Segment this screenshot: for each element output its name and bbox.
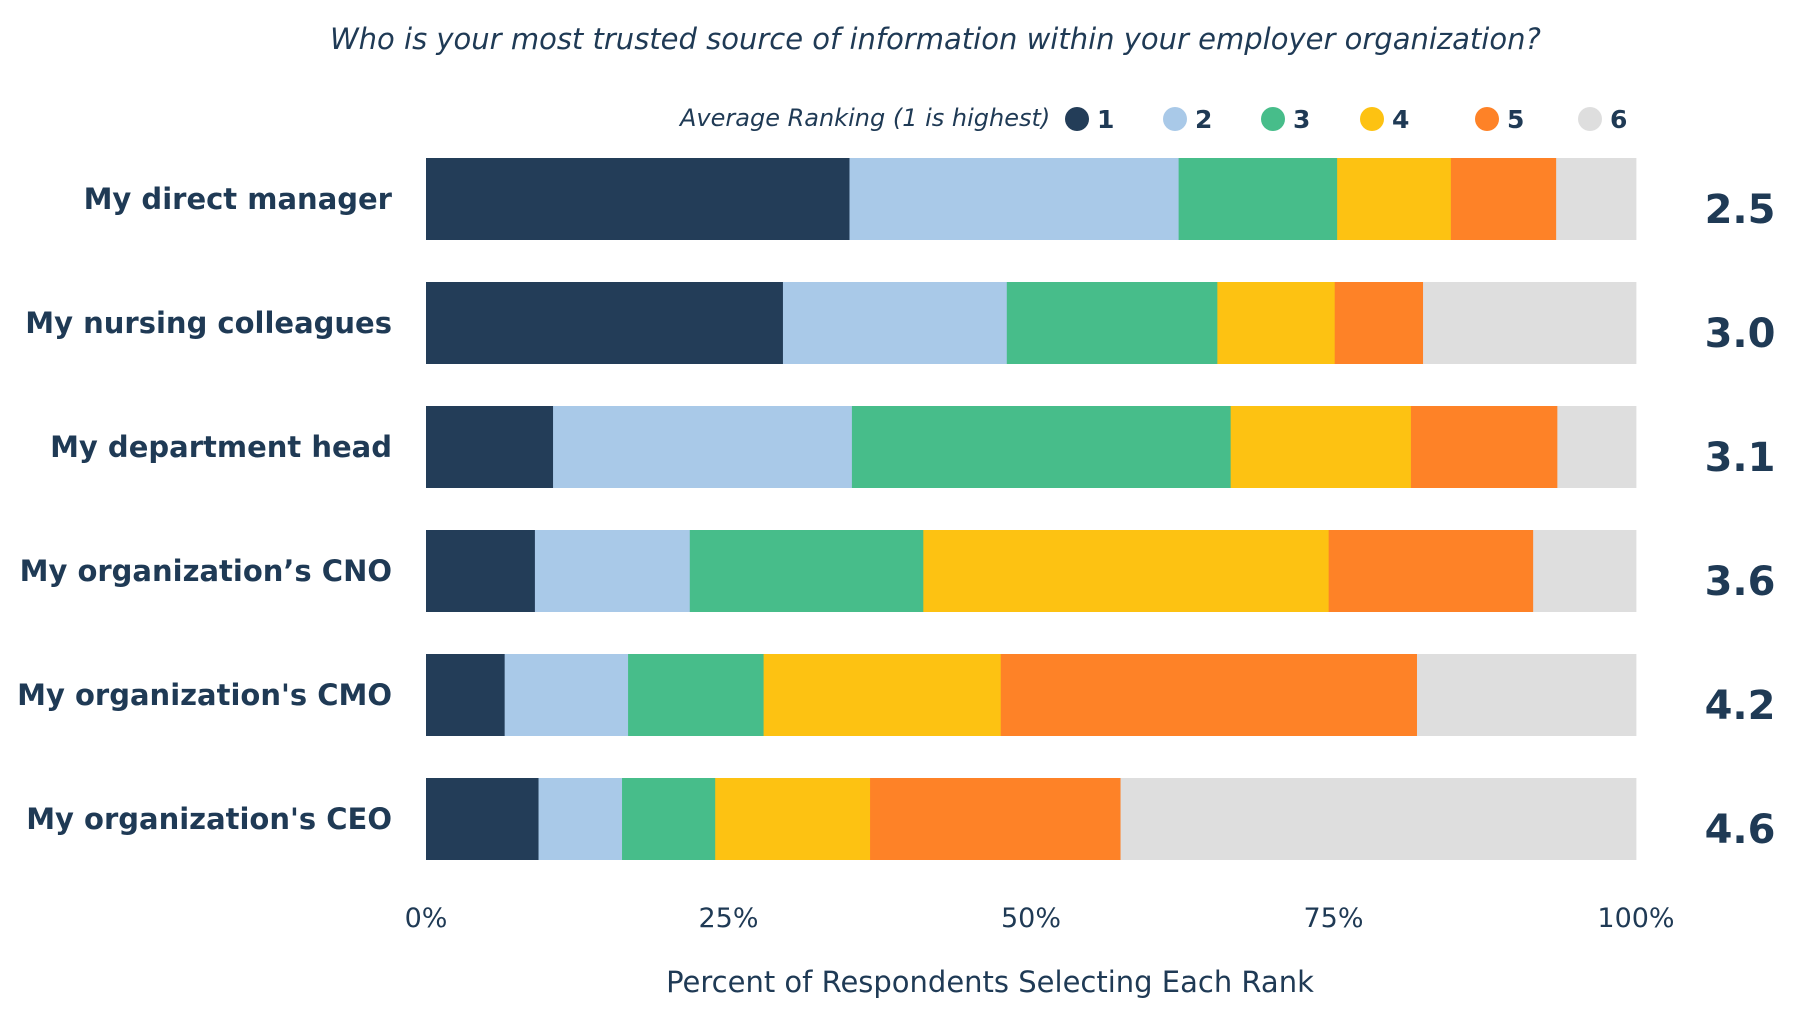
legend-label-3: 3 bbox=[1293, 105, 1310, 134]
legend-title: Average Ranking (1 is highest) bbox=[678, 104, 1050, 132]
bar-segment-rank-2 bbox=[504, 654, 629, 736]
legend-swatch-3 bbox=[1261, 107, 1285, 131]
bar-segment-rank-5 bbox=[1000, 654, 1418, 736]
x-tick-label: 75% bbox=[1303, 903, 1363, 934]
category-label: My nursing colleagues bbox=[25, 306, 392, 340]
bar-segment-rank-5 bbox=[870, 778, 1121, 860]
category-label: My organization's CEO bbox=[26, 802, 392, 836]
x-axis-ticks: 0% 25% 50% 75% 100% bbox=[405, 903, 1675, 934]
bar-segment-rank-2 bbox=[534, 530, 691, 612]
bar-segment-rank-4 bbox=[923, 530, 1330, 612]
legend-swatch-5 bbox=[1475, 107, 1499, 131]
bar-row-4 bbox=[426, 530, 1637, 612]
bar-segment-rank-1 bbox=[426, 158, 850, 240]
legend-swatch-6 bbox=[1578, 107, 1602, 131]
average-ranking-label: 3.0 bbox=[1705, 311, 1776, 357]
category-label: My organization’s CNO bbox=[20, 554, 392, 588]
bar-segment-rank-4 bbox=[1230, 406, 1412, 488]
legend-label-6: 6 bbox=[1610, 105, 1627, 134]
x-tick-label: 0% bbox=[405, 903, 448, 934]
legend-label-2: 2 bbox=[1195, 105, 1212, 134]
x-tick-label: 50% bbox=[1001, 903, 1061, 934]
average-ranking-label: 3.6 bbox=[1705, 559, 1776, 605]
legend-items: 1 2 3 4 5 6 bbox=[1065, 105, 1627, 134]
average-ranking-label: 4.2 bbox=[1705, 683, 1776, 729]
legend-label-1: 1 bbox=[1097, 105, 1114, 134]
bar-row-3 bbox=[426, 406, 1637, 488]
bar-segment-rank-6 bbox=[1120, 778, 1637, 860]
bar-segment-rank-3 bbox=[1006, 282, 1218, 364]
bars bbox=[426, 158, 1637, 860]
legend-swatch-1 bbox=[1065, 107, 1089, 131]
bar-segment-rank-1 bbox=[426, 406, 554, 488]
average-ranking-label: 3.1 bbox=[1705, 435, 1776, 481]
bar-row-2 bbox=[426, 282, 1637, 364]
bar-segment-rank-3 bbox=[1178, 158, 1338, 240]
bar-row-1 bbox=[426, 158, 1637, 240]
legend: Average Ranking (1 is highest) 1 2 3 4 5 6 bbox=[678, 104, 1627, 134]
bar-segment-rank-6 bbox=[1416, 654, 1637, 736]
bar-segment-rank-6 bbox=[1533, 530, 1637, 612]
bar-row-5 bbox=[426, 654, 1637, 736]
bar-segment-rank-6 bbox=[1557, 406, 1637, 488]
average-ranking-label: 4.6 bbox=[1705, 807, 1776, 853]
bar-segment-rank-2 bbox=[782, 282, 1008, 364]
category-labels: My direct manager My nursing colleagues My… bbox=[17, 182, 393, 836]
bar-segment-rank-1 bbox=[426, 778, 539, 860]
bar-segment-rank-4 bbox=[763, 654, 1002, 736]
legend-label-5: 5 bbox=[1507, 105, 1524, 134]
bar-segment-rank-6 bbox=[1556, 158, 1637, 240]
bar-segment-rank-2 bbox=[849, 158, 1180, 240]
bar-segment-rank-5 bbox=[1334, 282, 1424, 364]
bar-segment-rank-1 bbox=[426, 282, 784, 364]
bar-segment-rank-5 bbox=[1328, 530, 1534, 612]
bar-row-6 bbox=[426, 778, 1637, 860]
average-ranking-labels: 2.5 3.0 3.1 3.6 4.2 4.6 bbox=[1705, 187, 1776, 853]
bar-segment-rank-3 bbox=[628, 654, 764, 736]
bar-segment-rank-1 bbox=[426, 530, 536, 612]
chart-title: Who is your most trusted source of infor… bbox=[330, 22, 1541, 56]
legend-swatch-2 bbox=[1163, 107, 1187, 131]
bar-segment-rank-2 bbox=[538, 778, 623, 860]
category-label: My organization's CMO bbox=[17, 678, 392, 712]
legend-swatch-4 bbox=[1360, 107, 1384, 131]
bar-segment-rank-4 bbox=[715, 778, 871, 860]
bar-segment-rank-2 bbox=[553, 406, 853, 488]
bar-segment-rank-1 bbox=[426, 654, 506, 736]
bar-segment-rank-4 bbox=[1217, 282, 1336, 364]
bar-segment-rank-5 bbox=[1410, 406, 1558, 488]
legend-label-4: 4 bbox=[1392, 105, 1409, 134]
average-ranking-label: 2.5 bbox=[1705, 187, 1776, 233]
bar-segment-rank-4 bbox=[1337, 158, 1452, 240]
bar-segment-rank-3 bbox=[851, 406, 1232, 488]
x-tick-label: 25% bbox=[698, 903, 758, 934]
x-tick-label: 100% bbox=[1597, 903, 1674, 934]
bar-segment-rank-3 bbox=[622, 778, 716, 860]
category-label: My department head bbox=[50, 430, 392, 464]
category-label: My direct manager bbox=[84, 182, 393, 216]
bar-segment-rank-5 bbox=[1450, 158, 1557, 240]
bar-segment-rank-6 bbox=[1423, 282, 1637, 364]
bar-segment-rank-3 bbox=[689, 530, 924, 612]
x-axis-title: Percent of Respondents Selecting Each Ra… bbox=[666, 965, 1314, 999]
